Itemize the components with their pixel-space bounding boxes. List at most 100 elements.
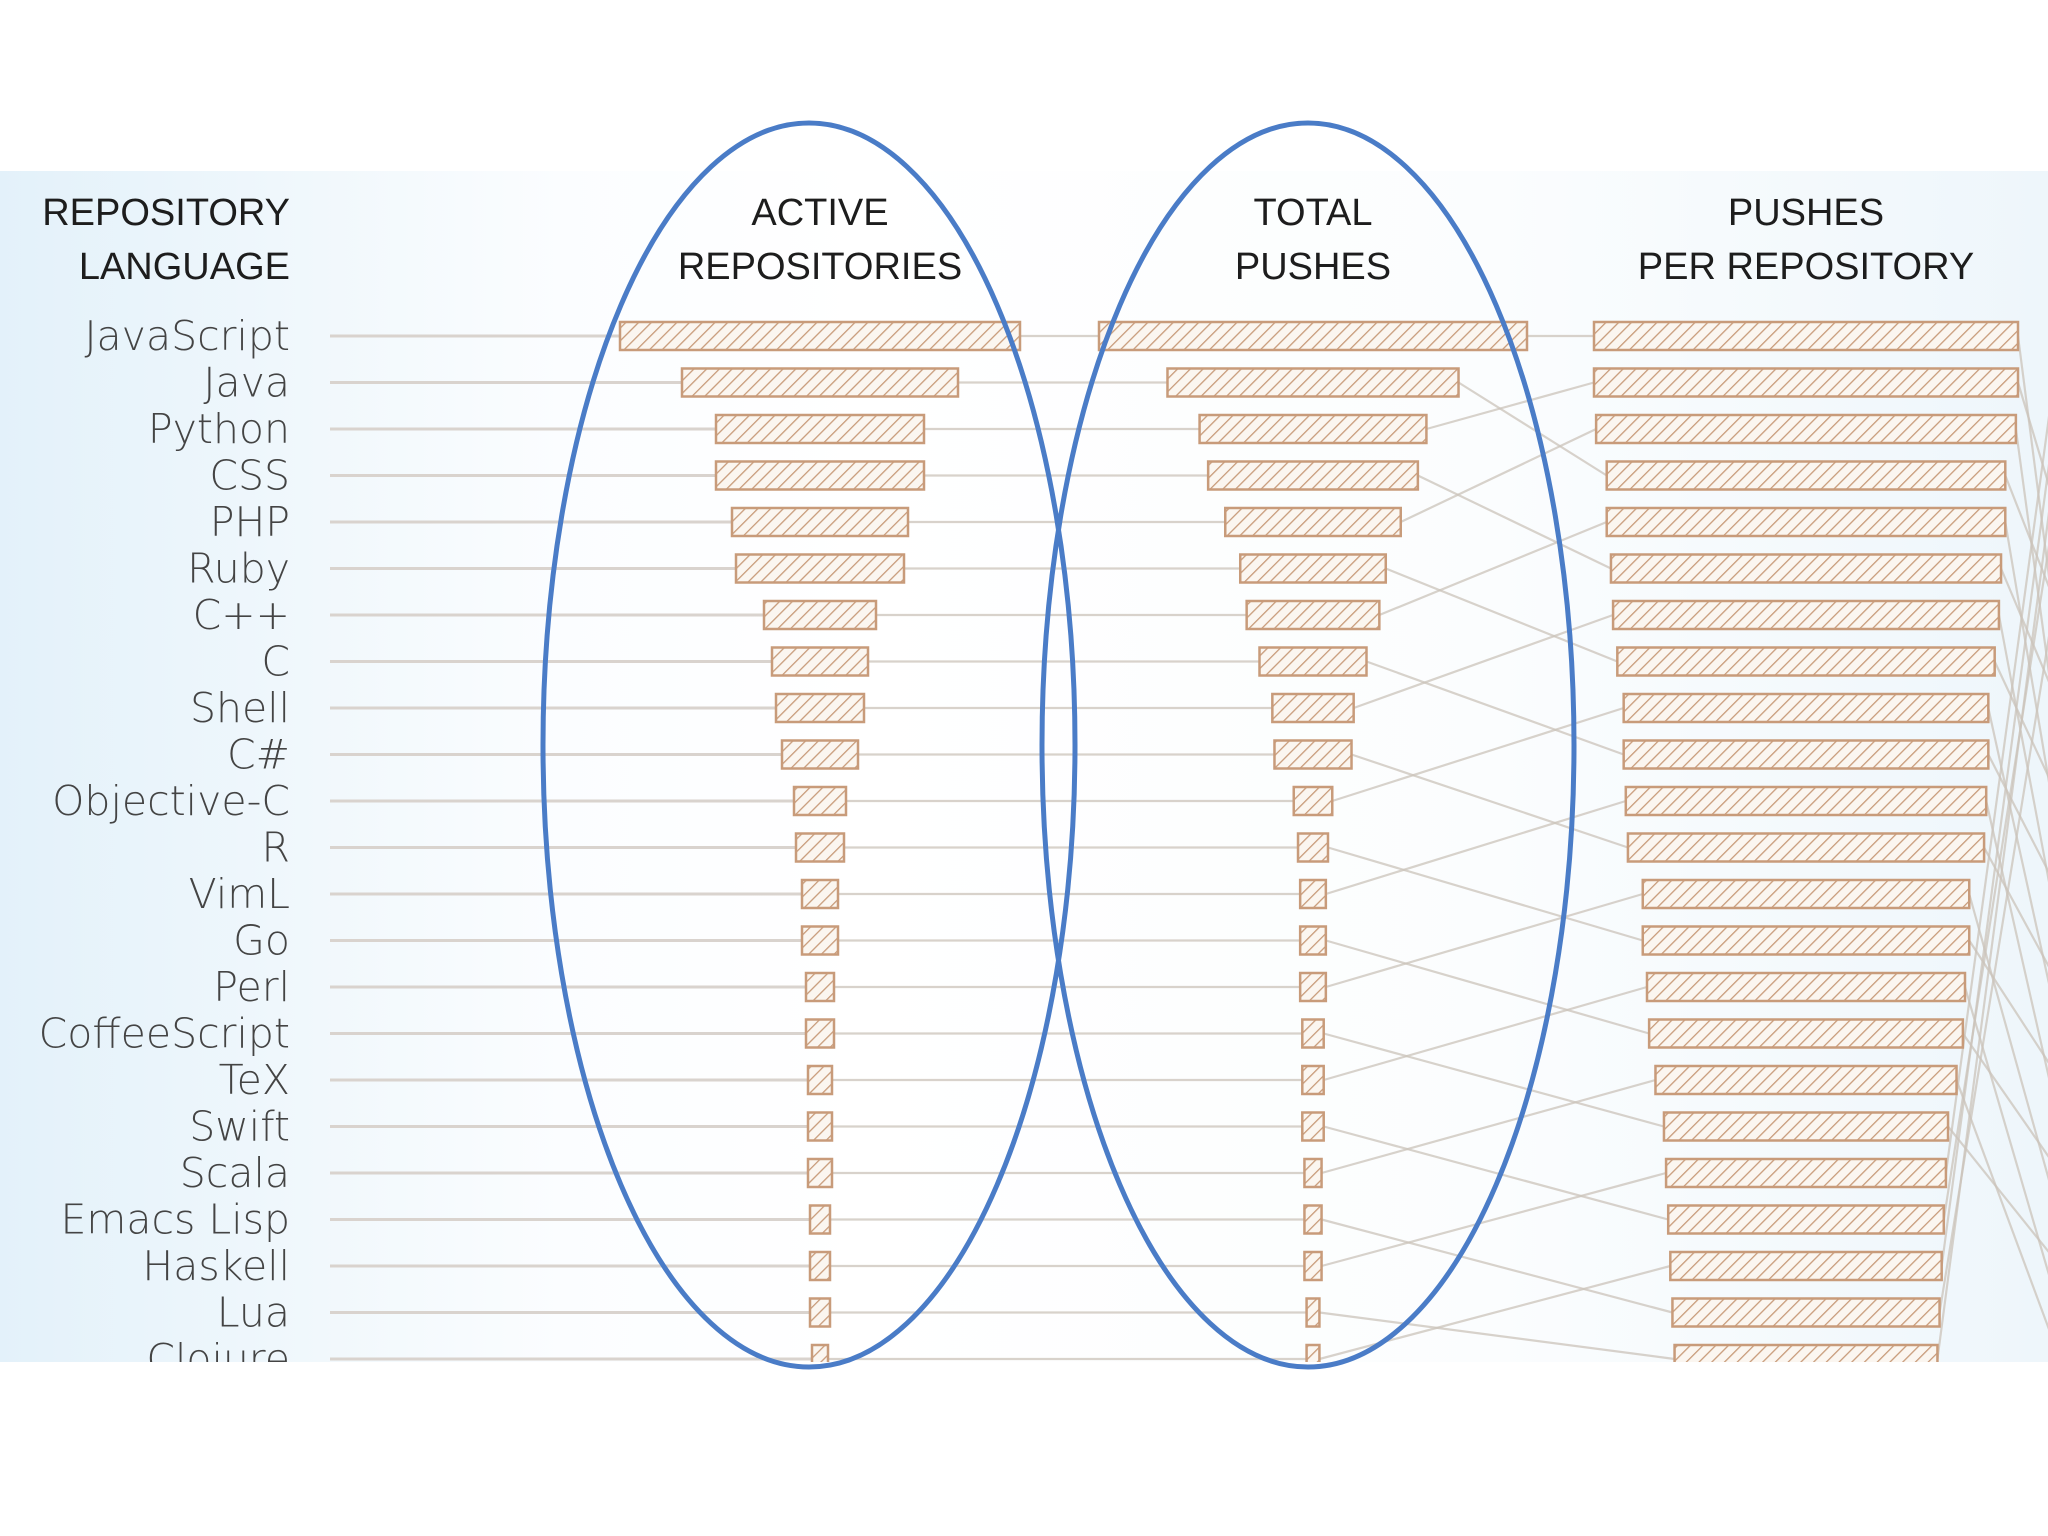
rank-slope-line xyxy=(1321,1078,1656,1175)
bar-pushes-per-repository xyxy=(1594,413,2018,445)
bar-pushes-per-repository xyxy=(1666,1204,1946,1235)
rank-slope-line xyxy=(2004,475,2048,588)
bar-active-repositories xyxy=(618,320,1022,352)
bar-active-repositories xyxy=(808,1204,832,1235)
bar-total-pushes xyxy=(1305,1297,1321,1328)
bar-pushes-per-repository xyxy=(1647,1018,1965,1049)
bars xyxy=(618,320,2020,1362)
bar-total-pushes xyxy=(1305,1343,1321,1362)
bar-active-repositories xyxy=(792,785,848,817)
language-label: CoffeeScript xyxy=(39,1010,290,1058)
bar-total-pushes xyxy=(1258,646,1368,677)
bar-total-pushes xyxy=(1303,1157,1323,1189)
header-total-pushes-line2: PUSHES xyxy=(1235,246,1391,288)
rank-slope-line xyxy=(1936,511,2048,1360)
bar-total-pushes xyxy=(1298,971,1328,1003)
language-label: Emacs Lisp xyxy=(60,1196,290,1244)
bar-pushes-per-repository xyxy=(1673,1343,1939,1362)
rank-slope-line xyxy=(1319,1311,1675,1361)
rank-slope-line xyxy=(1400,428,1597,523)
rank-slope-line xyxy=(2016,382,2048,486)
bar-pushes-per-repository xyxy=(1605,506,2007,538)
rank-slope-line xyxy=(1993,661,2048,778)
bar-active-repositories xyxy=(780,739,860,770)
header-active-repositories-line2: REPOSITORIES xyxy=(678,246,962,288)
bar-active-repositories xyxy=(806,1157,834,1189)
bar-pushes-per-repository xyxy=(1616,646,1996,677)
bar-total-pushes xyxy=(1245,599,1381,631)
rank-slope-line xyxy=(1944,415,2048,1174)
rank-slope-line xyxy=(1997,614,2048,883)
header-language-line2: LANGUAGE xyxy=(79,246,290,288)
language-label: Java xyxy=(203,359,290,407)
bar-pushes-per-repository xyxy=(1654,1064,1958,1096)
rank-slope-line xyxy=(1385,567,1618,663)
header-total-pushes-line1: TOTAL xyxy=(1254,192,1373,234)
rank-slope-line xyxy=(1325,892,1644,989)
bar-pushes-per-repository xyxy=(1624,785,1988,817)
rank-slope-line xyxy=(1961,1032,2048,1158)
language-labels: JavaScriptJavaPythonCSSPHPRubyC++CShellC… xyxy=(39,312,290,1362)
bar-active-repositories xyxy=(794,832,846,863)
rank-slope-line xyxy=(1942,545,2048,1220)
bar-pushes-per-repository xyxy=(1669,1250,1943,1282)
bar-total-pushes xyxy=(1301,1018,1325,1049)
bar-active-repositories xyxy=(734,553,906,584)
header-language-line1: REPOSITORY xyxy=(42,192,290,234)
bar-active-repositories xyxy=(804,971,836,1003)
rank-slope-line xyxy=(1417,474,1612,570)
rank-slope-line xyxy=(1947,1125,2048,1253)
bar-pushes-per-repository xyxy=(1641,925,1971,956)
language-label: VimL xyxy=(189,870,290,918)
header-pushes-per-repository-line2: PER REPOSITORY xyxy=(1638,246,1974,288)
bar-active-repositories xyxy=(714,413,926,445)
rank-slope-line xyxy=(2016,335,2048,578)
bar-active-repositories xyxy=(800,925,840,956)
language-label: R xyxy=(262,824,291,872)
rank-slope-line xyxy=(1321,1171,1667,1268)
bar-pushes-per-repository xyxy=(1641,878,1971,910)
bar-pushes-per-repository xyxy=(1626,832,1986,863)
bar-active-repositories xyxy=(770,646,870,677)
language-label: JavaScript xyxy=(84,312,290,360)
bar-total-pushes xyxy=(1301,1064,1325,1096)
language-label: Shell xyxy=(190,684,290,732)
language-label: Swift xyxy=(189,1103,290,1151)
bar-pushes-per-repository xyxy=(1605,460,2007,491)
bar-total-pushes xyxy=(1238,553,1388,584)
rank-slope-line xyxy=(1325,939,1650,1035)
rank-slope-line xyxy=(1987,707,2048,985)
rank-slope-line xyxy=(1983,846,2048,968)
language-label: Lua xyxy=(217,1289,290,1337)
language-label: C xyxy=(261,638,290,686)
rank-slope-line xyxy=(1327,846,1644,942)
column-headers: REPOSITORY LANGUAGE ACTIVE REPOSITORIES … xyxy=(42,192,1974,288)
bar-total-pushes xyxy=(1303,1250,1323,1282)
bar-pushes-per-repository xyxy=(1609,553,2003,584)
bar-active-repositories xyxy=(762,599,878,631)
bar-total-pushes xyxy=(1303,1204,1323,1235)
language-label: Haskell xyxy=(142,1242,290,1290)
bar-total-pushes xyxy=(1198,413,1428,445)
bar-active-repositories xyxy=(806,1111,834,1142)
bar-active-repositories xyxy=(774,692,866,724)
bar-pushes-per-repository xyxy=(1664,1157,1948,1189)
pushes-chart: JavaScriptJavaPythonCSSPHPRubyC++CShellC… xyxy=(39,192,2048,1362)
bar-pushes-per-repository xyxy=(1622,692,1990,724)
bar-total-pushes xyxy=(1298,925,1328,956)
bar-total-pushes xyxy=(1097,320,1529,352)
language-label: TeX xyxy=(219,1056,290,1104)
language-label: Ruby xyxy=(187,545,290,593)
language-label: CSS xyxy=(209,452,290,500)
rank-slope-line xyxy=(1457,381,1608,477)
bar-total-pushes xyxy=(1301,1111,1325,1142)
bar-total-pushes xyxy=(1206,460,1420,491)
bar-active-repositories xyxy=(800,878,840,910)
language-label: C++ xyxy=(193,591,290,639)
rank-slope-line xyxy=(1319,1264,1671,1361)
rank-slope-line xyxy=(1323,1125,1669,1221)
bar-pushes-per-repository xyxy=(1671,1297,1941,1328)
bar-pushes-per-repository xyxy=(1645,971,1967,1003)
language-label: Python xyxy=(148,405,290,453)
language-label: Go xyxy=(233,917,290,965)
